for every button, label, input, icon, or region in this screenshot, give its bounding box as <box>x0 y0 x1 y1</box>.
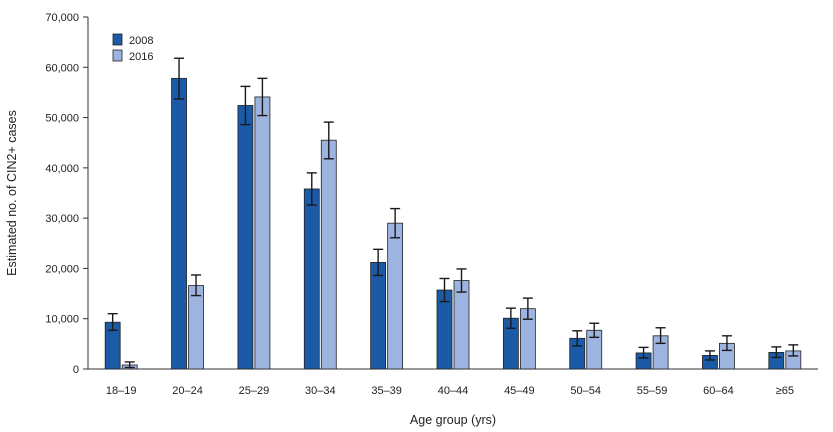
bar-2016-1 <box>188 285 204 370</box>
x-tick-label: 45–49 <box>504 385 535 397</box>
legend-swatch-2008 <box>112 33 123 46</box>
x-tick-label: 40–44 <box>438 385 469 397</box>
bar-2008-3 <box>303 188 320 370</box>
y-tick-label: 60,000 <box>45 62 79 74</box>
x-tick-label: 18–19 <box>106 385 137 397</box>
x-tick-label: 25–29 <box>239 385 270 397</box>
y-tick-label: 40,000 <box>45 163 79 175</box>
x-tick-label: 35–39 <box>371 385 402 397</box>
x-tick-label: 30–34 <box>305 385 336 397</box>
legend-label-2008: 2008 <box>129 35 153 47</box>
y-tick-label: 20,000 <box>45 263 79 275</box>
legend-label-2016: 2016 <box>129 51 153 63</box>
bar-2008-1 <box>171 77 187 370</box>
axes <box>87 17 818 370</box>
y-axis-ticks: 0 10,000 20,000 30,000 40,000 50,000 60,000 70,… <box>45 12 88 376</box>
bars <box>104 77 802 370</box>
y-tick-label: 50,000 <box>45 113 79 125</box>
bar-2016-5 <box>453 280 470 370</box>
x-axis-title: Age group (yrs) <box>410 413 496 427</box>
bar-2008-4 <box>370 261 387 370</box>
bar-2016-3 <box>320 139 337 370</box>
bar-2016-4 <box>387 222 404 370</box>
y-axis-title: Estimated no. of CIN2+ cases <box>5 110 19 276</box>
legend: 2008 2016 <box>112 33 153 63</box>
y-tick-label: 30,000 <box>45 213 79 225</box>
x-axis-ticks: 18–19 20–24 25–29 30–34 35–39 40–44 45–49 50–54… <box>106 385 794 397</box>
legend-swatch-2016 <box>112 49 123 62</box>
y-tick-label: 10,000 <box>45 314 79 326</box>
error-bars <box>107 57 799 369</box>
y-tick-label: 0 <box>73 364 79 376</box>
bar-2016-2 <box>254 96 271 370</box>
y-tick-label: 70,000 <box>45 12 79 24</box>
x-tick-label: 55–59 <box>637 385 668 397</box>
x-tick-label: 20–24 <box>172 385 203 397</box>
bar-2008-2 <box>237 105 254 370</box>
x-tick-label: 60–64 <box>703 385 734 397</box>
x-tick-label: 50–54 <box>570 385 601 397</box>
x-tick-label: ≥65 <box>776 385 794 397</box>
